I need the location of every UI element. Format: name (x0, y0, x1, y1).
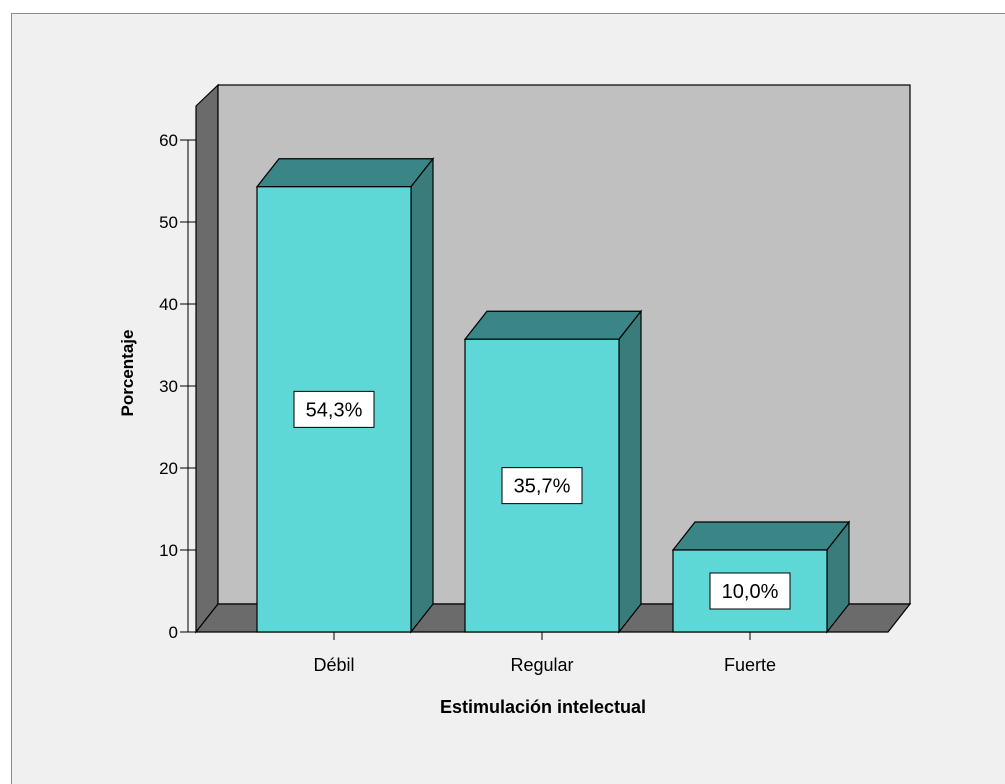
bar-side-face (410, 157, 434, 634)
bar-side-face (618, 309, 642, 634)
data-label-box (709, 572, 791, 610)
bar-top-face (463, 310, 643, 340)
data-label: 10,0% (722, 581, 779, 603)
x-axis: Débil Regular Fuerte (188, 631, 888, 675)
data-label-box (293, 390, 375, 428)
y-tick-label: 30 (159, 377, 178, 396)
y-tick-label: 0 (169, 623, 178, 642)
x-tick-label: Fuerte (724, 655, 776, 675)
y-tick-label: 50 (159, 213, 178, 232)
data-label: 54,3% (306, 399, 363, 421)
y-axis-title: Porcentaje (118, 330, 137, 417)
bar-regular: 35,7% (463, 309, 643, 634)
bars: 54,3% 35,7% 10,0% (255, 157, 851, 634)
y-tick-label: 40 (159, 295, 178, 314)
x-axis-title: Estimulación intelectual (440, 697, 646, 717)
y-axis: 0 10 20 30 40 50 60 (159, 131, 196, 642)
x-tick-label: Débil (313, 655, 354, 675)
side-wall (195, 83, 219, 634)
bar-top-face (255, 158, 435, 188)
bar-débil: 54,3% (255, 157, 435, 634)
bar-top-face (671, 521, 851, 551)
data-label-box (501, 467, 583, 505)
y-tick-label: 60 (159, 131, 178, 150)
y-tick-label: 20 (159, 459, 178, 478)
data-label: 35,7% (514, 476, 571, 498)
x-tick-label: Regular (510, 655, 573, 675)
bar-fuerte: 10,0% (671, 520, 851, 634)
y-tick-label: 10 (159, 541, 178, 560)
